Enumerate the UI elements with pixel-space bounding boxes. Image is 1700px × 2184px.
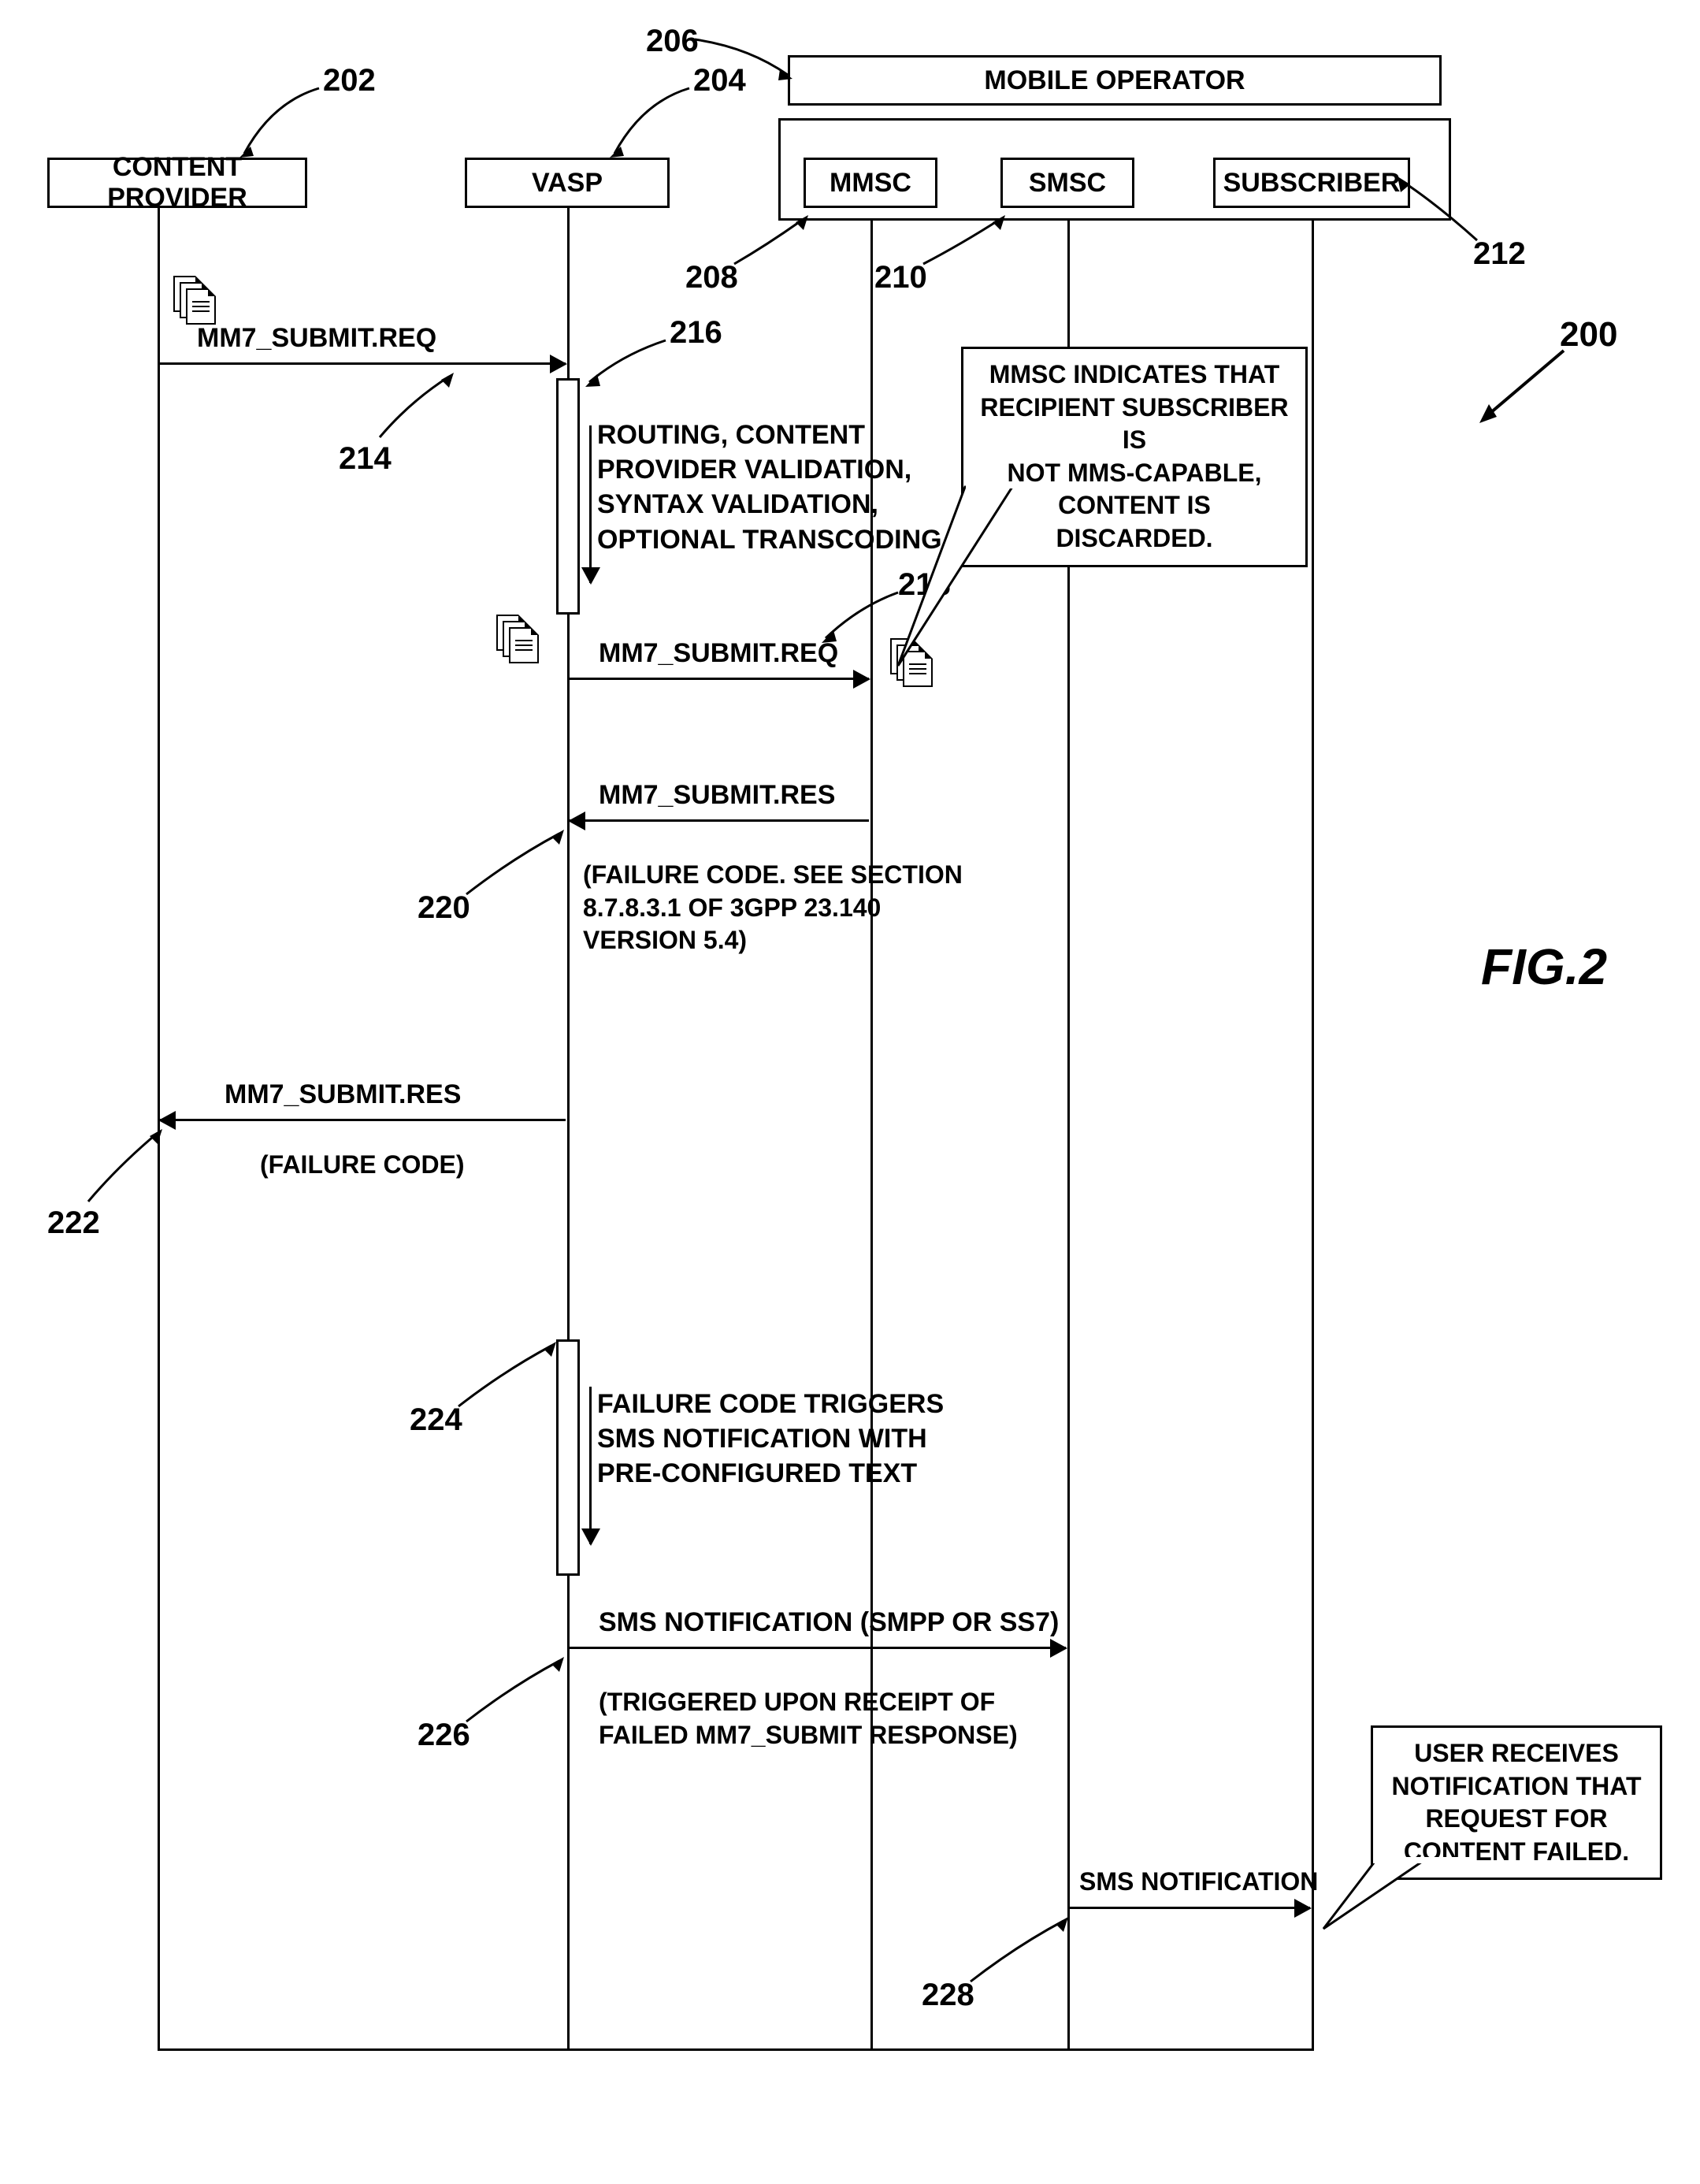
activation-224 <box>556 1339 580 1576</box>
actor-smsc: SMSC <box>1000 158 1134 208</box>
arrow-222 <box>160 1119 566 1121</box>
arrow-214 <box>160 362 566 365</box>
ref-214: 214 <box>339 441 392 477</box>
arrow-218-label: MM7_SUBMIT.REQ <box>599 638 838 669</box>
actor-vasp: VASP <box>465 158 670 208</box>
ref-226: 226 <box>418 1718 470 1753</box>
leader-216 <box>583 331 677 394</box>
leader-220 <box>457 827 567 906</box>
ref-220: 220 <box>418 890 470 926</box>
arrow-228-label: SMS NOTIFICATION <box>1079 1867 1318 1896</box>
note-222-detail: (FAILURE CODE) <box>260 1150 465 1179</box>
ref-228: 228 <box>922 1978 974 2013</box>
activation-224-arrow <box>589 1387 592 1544</box>
leader-202 <box>236 79 331 158</box>
ref-202: 202 <box>323 63 376 98</box>
arrow-220-label: MM7_SUBMIT.RES <box>599 780 835 811</box>
note-226-detail: (TRIGGERED UPON RECEIPT OF FAILED MM7_SU… <box>599 1686 1018 1751</box>
note-220-detail: (FAILURE CODE. SEE SECTION 8.7.8.3.1 OF … <box>583 859 963 957</box>
ref-222: 222 <box>47 1205 100 1241</box>
leader-200 <box>1473 343 1576 429</box>
leader-206 <box>685 32 796 87</box>
ref-216: 216 <box>670 315 722 351</box>
actor-mmsc: MMSC <box>804 158 937 208</box>
leader-222 <box>79 1127 165 1213</box>
callout-mmsc-tail <box>886 485 1028 674</box>
sequence-diagram: MOBILE OPERATOR CONTENT PROVIDER VASP MM… <box>32 32 1668 2152</box>
leader-228 <box>961 1915 1071 1993</box>
ref-206: 206 <box>646 24 699 59</box>
document-icon <box>496 615 544 662</box>
arrow-222-label: MM7_SUBMIT.RES <box>225 1079 461 1110</box>
figure-label: FIG.2 <box>1481 938 1607 996</box>
arrow-214-label: MM7_SUBMIT.REQ <box>197 323 436 354</box>
callout-user-tail <box>1316 1859 1434 1938</box>
leader-214 <box>370 370 465 449</box>
leader-204 <box>607 79 701 158</box>
ref-200: 200 <box>1560 315 1617 355</box>
actor-mobile-operator-group: MOBILE OPERATOR <box>788 55 1442 106</box>
bottom-line <box>158 2048 1314 2051</box>
lifeline-sub <box>1312 221 1314 2048</box>
note-224: FAILURE CODE TRIGGERS SMS NOTIFICATION W… <box>597 1387 944 1491</box>
callout-mask2 <box>1373 1857 1475 1863</box>
ref-212: 212 <box>1473 236 1526 272</box>
leader-210 <box>914 213 1008 276</box>
ref-208: 208 <box>685 260 738 295</box>
arrow-220 <box>570 819 869 822</box>
activation-216-arrow <box>589 425 592 583</box>
actor-subscriber: SUBSCRIBER <box>1213 158 1410 208</box>
ref-224: 224 <box>410 1402 462 1438</box>
actor-content-provider: CONTENT PROVIDER <box>47 158 307 208</box>
arrow-226-label: SMS NOTIFICATION (SMPP OR SS7) <box>599 1607 1059 1638</box>
arrow-218 <box>570 678 869 680</box>
leader-226 <box>457 1655 567 1733</box>
arrow-228 <box>1070 1907 1310 1909</box>
document-icon <box>173 276 221 323</box>
leader-224 <box>449 1339 559 1418</box>
callout-mask <box>966 482 1084 488</box>
arrow-226 <box>570 1647 1066 1649</box>
activation-216 <box>556 378 580 615</box>
ref-210: 210 <box>874 260 927 295</box>
